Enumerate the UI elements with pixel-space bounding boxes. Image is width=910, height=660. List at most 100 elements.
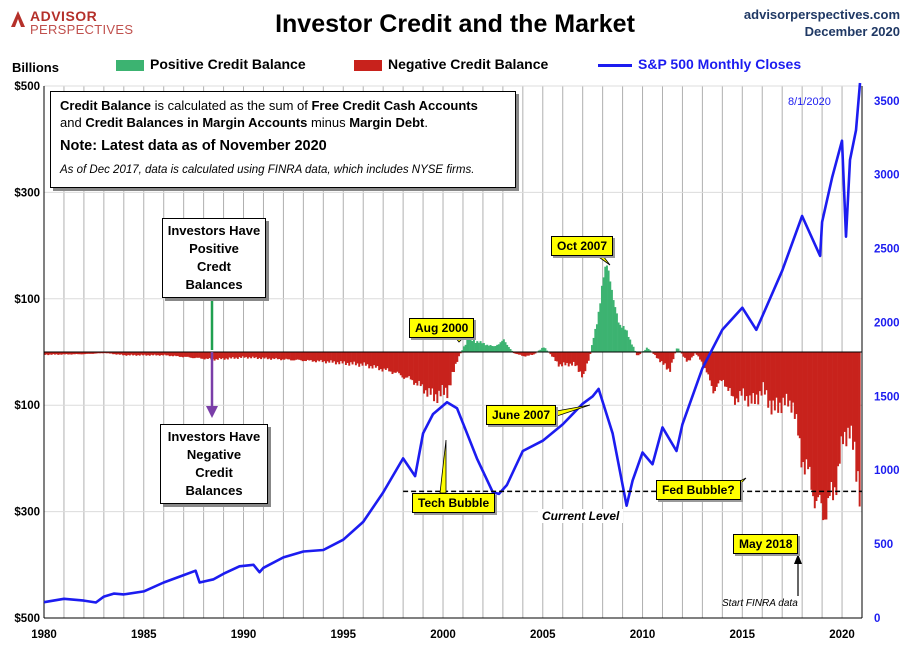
credit-bar-433 [763,352,766,395]
credit-bar-467 [820,352,823,504]
credit-bar-262 [479,341,482,352]
credit-bar-264 [482,343,485,352]
credit-bar-17 [72,352,75,355]
credit-bar-106 [220,352,223,360]
credit-bar-71 [162,352,165,356]
credit-bar-218 [406,352,409,378]
credit-bar-463 [813,352,816,509]
credit-bar-247 [454,352,457,364]
credit-bar-141 [278,352,281,359]
credit-bar-47 [122,352,125,356]
credit-bar-281 [511,350,514,352]
credit-bar-234 [433,352,436,402]
credit-bar-103 [215,352,218,360]
credit-bar-198 [373,352,376,366]
credit-bar-289 [524,352,527,357]
credit-bar-229 [424,352,427,391]
credit-bar-214 [399,352,402,376]
credit-bar-180 [343,352,346,362]
credit-bar-175 [334,352,337,365]
x-tick-label: 1995 [330,629,356,641]
credit-bar-39 [108,352,111,354]
credit-bar-484 [848,352,851,439]
credit-bar-154 [300,352,303,361]
credit-bar-314 [566,352,569,363]
latest-data-note: Note: Latest data as of November 2020 [60,138,327,154]
credit-bar-125 [251,352,254,357]
credit-bar-219 [408,352,411,377]
credit-bar-2 [47,352,50,356]
credit-bar-65 [152,352,155,356]
credit-bar-354 [632,346,635,352]
credit-bar-261 [477,342,480,352]
credit-bar-324 [582,352,585,374]
x-tick-label: 2005 [530,629,556,641]
credit-bar-93 [198,352,201,358]
credit-bar-442 [778,352,781,403]
credit-bar-110 [226,352,229,360]
credit-bar-1 [45,352,48,355]
logo-icon [11,11,25,27]
credit-bar-457 [803,352,806,475]
credit-bar-309 [557,352,560,367]
credit-bar-445 [783,352,786,406]
credit-bar-76 [170,352,173,356]
left-tick-label: $100 [14,294,40,306]
credit-bar-59 [142,352,145,356]
credit-bar-193 [364,352,367,366]
credit-bar-61 [145,352,148,356]
credit-bar-11 [62,352,65,355]
credit-bar-269 [491,345,494,352]
credit-bar-358 [639,352,642,355]
credit-bar-135 [268,352,271,359]
credit-bar-462 [812,352,815,497]
credit-bar-48 [123,352,126,356]
credit-bar-325 [584,352,587,372]
credit-bar-292 [529,352,532,355]
credit-bar-112 [230,352,233,359]
credit-bar-202 [379,352,382,370]
credit-bar-391 [694,352,697,354]
credit-bar-42 [113,352,116,355]
credit-bar-440 [775,352,778,398]
credit-bar-30 [93,352,96,354]
credit-bar-242 [446,352,449,399]
methodology-note: Credit Balance is calculated as the sum … [50,91,516,188]
credit-bar-431 [760,352,763,396]
credit-bar-177 [338,352,341,365]
credit-bar-44 [117,352,120,355]
credit-bar-185 [351,352,354,365]
latest-date-label: 8/1/2020 [788,96,831,108]
negative-balance-box: Investors Have Negative Credit Balances [160,424,268,504]
credit-bar-329 [590,345,593,352]
x-tick-label: 1990 [231,629,257,641]
credit-bar-24 [83,352,86,355]
credit-bar-390 [692,352,695,356]
credit-bar-310 [559,352,562,365]
credit-bar-150 [293,352,296,361]
credit-bar-464 [815,352,818,502]
credit-bar-161 [311,352,314,362]
credit-bar-456 [802,352,805,462]
credit-bar-27 [88,352,91,354]
credit-bar-199 [374,352,377,368]
credit-bar-266 [486,344,489,352]
credit-bar-138 [273,352,276,360]
credit-bar-228 [423,352,426,394]
credit-bar-385 [684,352,687,358]
credit-bar-331 [594,328,597,352]
credit-bar-18 [73,352,76,355]
callout-fed-bubble: Fed Bubble? [656,480,741,500]
credit-bar-201 [378,352,381,371]
credit-bar-8 [57,352,60,355]
credit-bar-222 [413,352,416,385]
credit-bar-392 [695,352,698,355]
credit-bar-397 [704,352,707,369]
credit-bar-341 [610,289,613,352]
credit-bar-78 [173,352,176,356]
credit-bar-68 [157,352,160,356]
left-tick-label: $300 [14,507,40,519]
credit-bar-69 [158,352,161,356]
credit-bar-166 [319,352,322,360]
credit-bar-465 [817,352,820,498]
